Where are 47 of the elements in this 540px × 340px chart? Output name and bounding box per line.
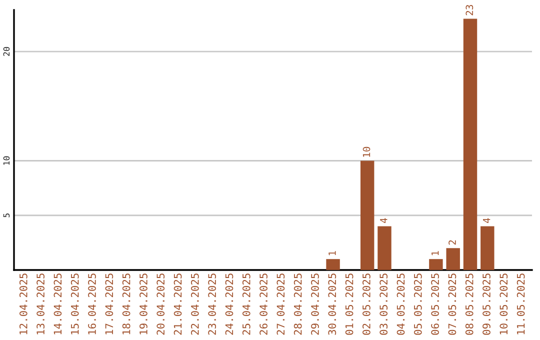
x-tick-label: 29.04.2025	[311, 274, 319, 335]
x-tick-label: 27.04.2025	[276, 274, 285, 335]
x-tick-label: 03.05.2025	[380, 274, 388, 335]
x-tick-label: 28.04.2025	[294, 274, 302, 335]
data-label: 4	[483, 218, 490, 224]
x-tick-label: 11.05.2025	[516, 274, 525, 334]
data-label: 23	[466, 4, 474, 16]
bar	[360, 160, 374, 270]
x-tick-label: 07.05.2025	[448, 274, 456, 335]
y-tick-label: 5	[3, 214, 10, 218]
data-label: 2	[448, 240, 456, 245]
data-label: 1	[328, 251, 336, 256]
x-tick-label: 22.04.2025	[190, 274, 199, 335]
x-tick-label: 12.04.2025	[19, 274, 28, 334]
x-tick-label: 05.05.2025	[414, 274, 422, 335]
x-tick-label: 08.05.2025	[465, 274, 474, 335]
x-tick-label: 01.05.2025	[345, 274, 354, 335]
x-tick-label: 04.05.2025	[396, 274, 405, 335]
x-tick-label: 30.04.2025	[328, 274, 336, 335]
x-tick-label: 24.04.2025	[225, 274, 234, 335]
x-tick-label: 25.04.2025	[242, 274, 250, 335]
bar	[463, 18, 478, 270]
x-tick-label: 20.04.2025	[156, 274, 165, 335]
x-tick-label: 14.04.2025	[54, 274, 62, 334]
x-tick-label: 26.04.2025	[260, 274, 268, 335]
bar	[446, 248, 460, 270]
x-tick-label: 17.04.2025	[105, 274, 114, 334]
bar	[429, 259, 443, 270]
x-tick-label: 19.04.2025	[140, 274, 148, 334]
x-tick-label: 06.05.2025	[431, 274, 439, 335]
y-tick-label: 10	[3, 156, 10, 165]
x-tick-label: 16.04.2025	[88, 274, 96, 334]
bar	[378, 226, 392, 270]
x-tick-label: 15.04.2025	[70, 274, 79, 334]
x-tick-label: 23.04.2025	[208, 274, 216, 335]
y-tick-label: 20	[3, 47, 10, 56]
data-label: 4	[380, 218, 388, 224]
bar	[326, 259, 340, 270]
x-tick-label: 18.04.2025	[122, 274, 130, 334]
x-tick-label: 10.05.2025	[500, 274, 508, 334]
x-tick-label: 09.05.2025	[482, 274, 490, 335]
x-tick-label: 13.04.2025	[36, 274, 44, 334]
bar	[480, 226, 494, 270]
data-label: 1	[432, 251, 439, 256]
x-tick-label: 02.05.2025	[362, 274, 370, 335]
data-label: 10	[362, 146, 370, 157]
x-tick-label: 21.04.2025	[174, 274, 182, 335]
